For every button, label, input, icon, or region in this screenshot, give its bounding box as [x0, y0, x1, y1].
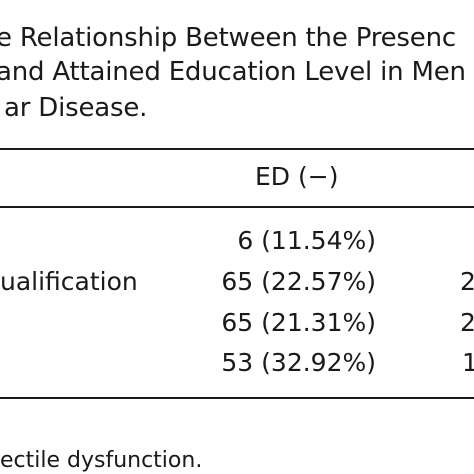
table-header-rule — [0, 206, 474, 208]
cell-row3-next-col: 2 — [460, 308, 474, 337]
cell-row4-ed-negative: 53 (32.92%) — [221, 348, 376, 377]
table-footnote: ectile dysfunction. — [0, 448, 203, 473]
table-top-rule — [0, 148, 474, 150]
cell-row2-ed-negative: 65 (22.57%) — [221, 267, 376, 296]
caption-line-2: and Attained Education Level in Men — [0, 57, 466, 87]
cell-row1-ed-negative: 6 (11.54%) — [237, 226, 376, 255]
cell-row4-next-col: 1 — [462, 348, 474, 377]
caption-line-3: ar Disease. — [4, 93, 148, 123]
column-header-ed-negative: ED (−) — [255, 162, 339, 191]
cell-row3-ed-negative: 65 (21.31%) — [221, 308, 376, 337]
row-label-qualification: ualification — [0, 267, 138, 296]
cell-row2-next-col: 2 — [460, 267, 474, 296]
caption-line-1: e Relationship Between the Presenc — [0, 23, 456, 53]
table-bottom-rule — [0, 397, 474, 399]
